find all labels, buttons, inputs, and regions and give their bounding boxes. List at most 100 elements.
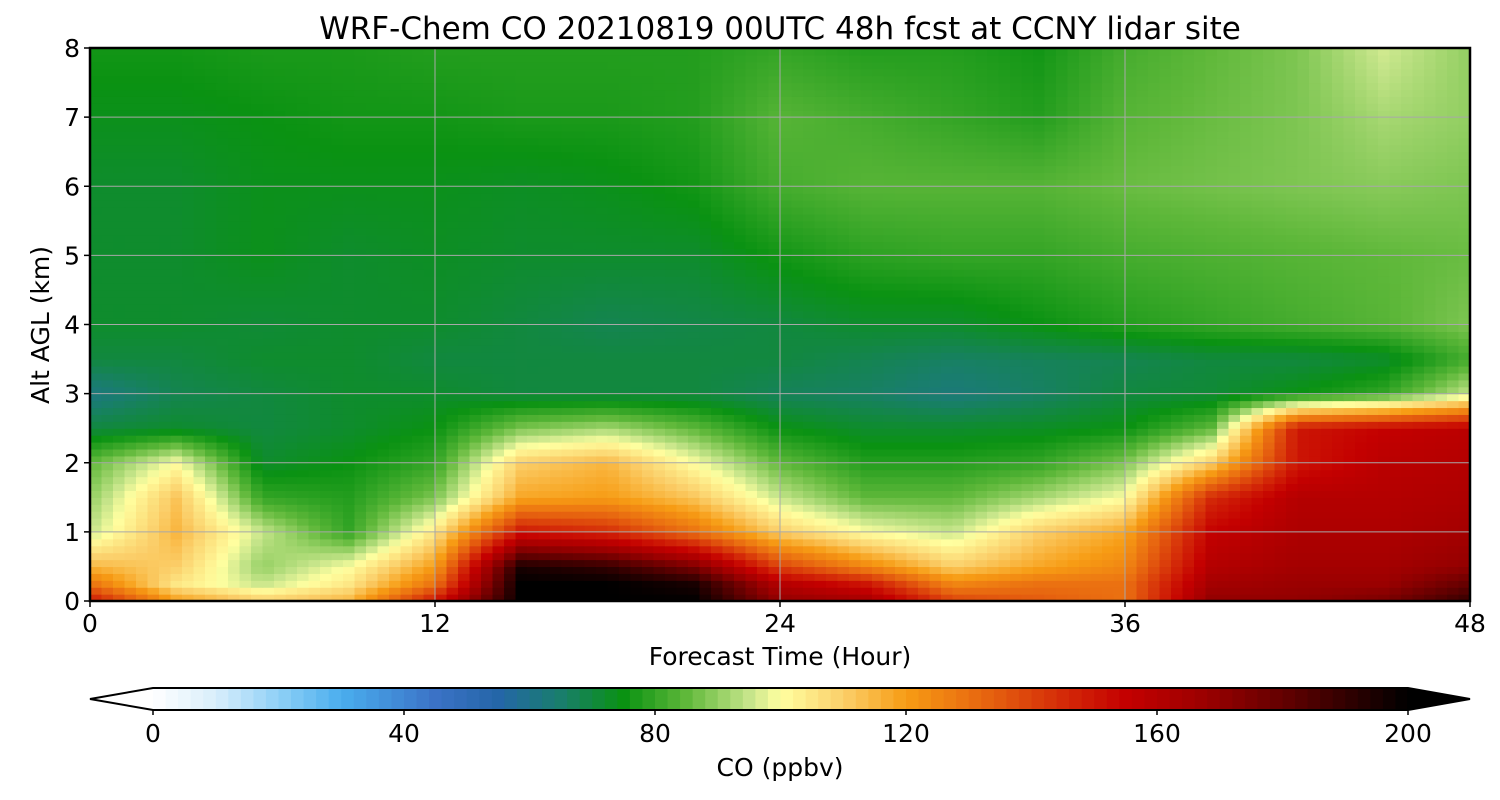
heatmap-cell — [1458, 428, 1470, 436]
heatmap-cell — [918, 345, 931, 353]
heatmap-cell — [251, 365, 264, 374]
heatmap-cell — [412, 580, 425, 588]
heatmap-cell — [745, 483, 758, 491]
heatmap-cell — [895, 518, 908, 526]
heatmap-cell — [573, 594, 586, 601]
heatmap-cell — [216, 455, 229, 464]
heatmap-cell — [1090, 594, 1103, 601]
heatmap-cell — [216, 497, 229, 505]
heatmap-cell — [619, 386, 632, 395]
heatmap-cell — [458, 345, 471, 353]
heatmap-cell — [952, 490, 965, 498]
heatmap-cell — [423, 511, 436, 519]
heatmap-cell — [469, 566, 482, 574]
heatmap-cell — [262, 580, 275, 588]
heatmap-cell — [745, 310, 758, 319]
heatmap-cell — [136, 324, 149, 333]
heatmap-cell — [1228, 462, 1241, 471]
heatmap-cell — [262, 393, 275, 402]
heatmap-cell — [205, 559, 218, 568]
heatmap-cell — [1159, 469, 1172, 478]
heatmap-cell — [964, 421, 977, 429]
heatmap-cell — [550, 545, 563, 554]
heatmap-cell — [653, 442, 666, 450]
heatmap-cell — [1389, 372, 1402, 381]
heatmap-cell — [124, 566, 137, 574]
heatmap-cell — [906, 455, 919, 464]
heatmap-cell — [780, 559, 793, 568]
heatmap-cell — [1125, 365, 1138, 374]
heatmap-cell — [354, 448, 367, 457]
heatmap-cell — [676, 587, 689, 595]
heatmap-cell — [492, 497, 505, 505]
heatmap-cell — [803, 483, 816, 491]
heatmap-cell — [331, 379, 344, 388]
heatmap-cell — [757, 566, 770, 574]
heatmap-cell — [1274, 345, 1287, 353]
heatmap-cell — [768, 490, 781, 498]
heatmap-cell — [458, 428, 471, 436]
heatmap-cell — [308, 552, 321, 561]
heatmap-cell — [1343, 379, 1356, 388]
heatmap-cell — [780, 324, 793, 333]
heatmap-cell — [1435, 504, 1448, 512]
heatmap-cell — [987, 538, 1000, 547]
heatmap-cell — [573, 365, 586, 374]
heatmap-cell — [377, 414, 390, 422]
heatmap-cell — [1447, 352, 1460, 360]
heatmap-cell — [377, 317, 390, 326]
heatmap-cell — [895, 552, 908, 561]
heatmap-cell — [170, 524, 183, 533]
heatmap-cell — [1033, 490, 1046, 498]
heatmap-cell — [1033, 365, 1046, 374]
heatmap-cell — [113, 587, 126, 595]
heatmap-cell — [1194, 483, 1207, 491]
heatmap-cell — [1228, 338, 1241, 346]
heatmap-cell — [883, 379, 896, 388]
heatmap-cell — [343, 497, 356, 505]
heatmap-cell — [872, 393, 885, 402]
heatmap-cell — [182, 365, 195, 374]
heatmap-cell — [251, 414, 264, 422]
heatmap-cell — [1228, 386, 1241, 395]
heatmap-cell — [1159, 414, 1172, 422]
heatmap-cell — [331, 428, 344, 436]
heatmap-cell — [1228, 538, 1241, 547]
heatmap-cell — [757, 421, 770, 429]
heatmap-cell — [435, 324, 448, 333]
heatmap-cell — [1067, 545, 1080, 554]
heatmap-cell — [780, 386, 793, 395]
heatmap-cell — [584, 490, 597, 498]
heatmap-cell — [1401, 497, 1414, 505]
heatmap-cell — [918, 504, 931, 512]
heatmap-cell — [389, 414, 402, 422]
heatmap-cell — [228, 580, 241, 588]
heatmap-cell — [665, 504, 678, 512]
heatmap-cell — [803, 421, 816, 429]
heatmap-cell — [757, 511, 770, 519]
heatmap-cell — [561, 455, 574, 464]
heatmap-cell — [354, 469, 367, 478]
heatmap-cell — [1194, 386, 1207, 395]
heatmap-cell — [975, 407, 988, 415]
heatmap-cell — [1378, 435, 1391, 443]
heatmap-cell — [653, 545, 666, 554]
heatmap-cell — [1389, 365, 1402, 374]
heatmap-cell — [1159, 524, 1172, 533]
heatmap-cell — [1309, 497, 1322, 505]
heatmap-cell — [1113, 531, 1126, 540]
heatmap-cell — [435, 428, 448, 436]
heatmap-cell — [837, 317, 850, 326]
heatmap-cell — [1205, 559, 1218, 568]
heatmap-cell — [251, 594, 264, 601]
heatmap-cell — [780, 594, 793, 601]
heatmap-cell — [619, 531, 632, 540]
heatmap-cell — [1136, 421, 1149, 429]
heatmap-cell — [619, 469, 632, 478]
heatmap-cell — [550, 365, 563, 374]
heatmap-cell — [504, 372, 517, 381]
heatmap-cell — [458, 407, 471, 415]
heatmap-cell — [1044, 393, 1057, 402]
heatmap-cell — [515, 531, 528, 540]
heatmap-cell — [101, 566, 114, 574]
